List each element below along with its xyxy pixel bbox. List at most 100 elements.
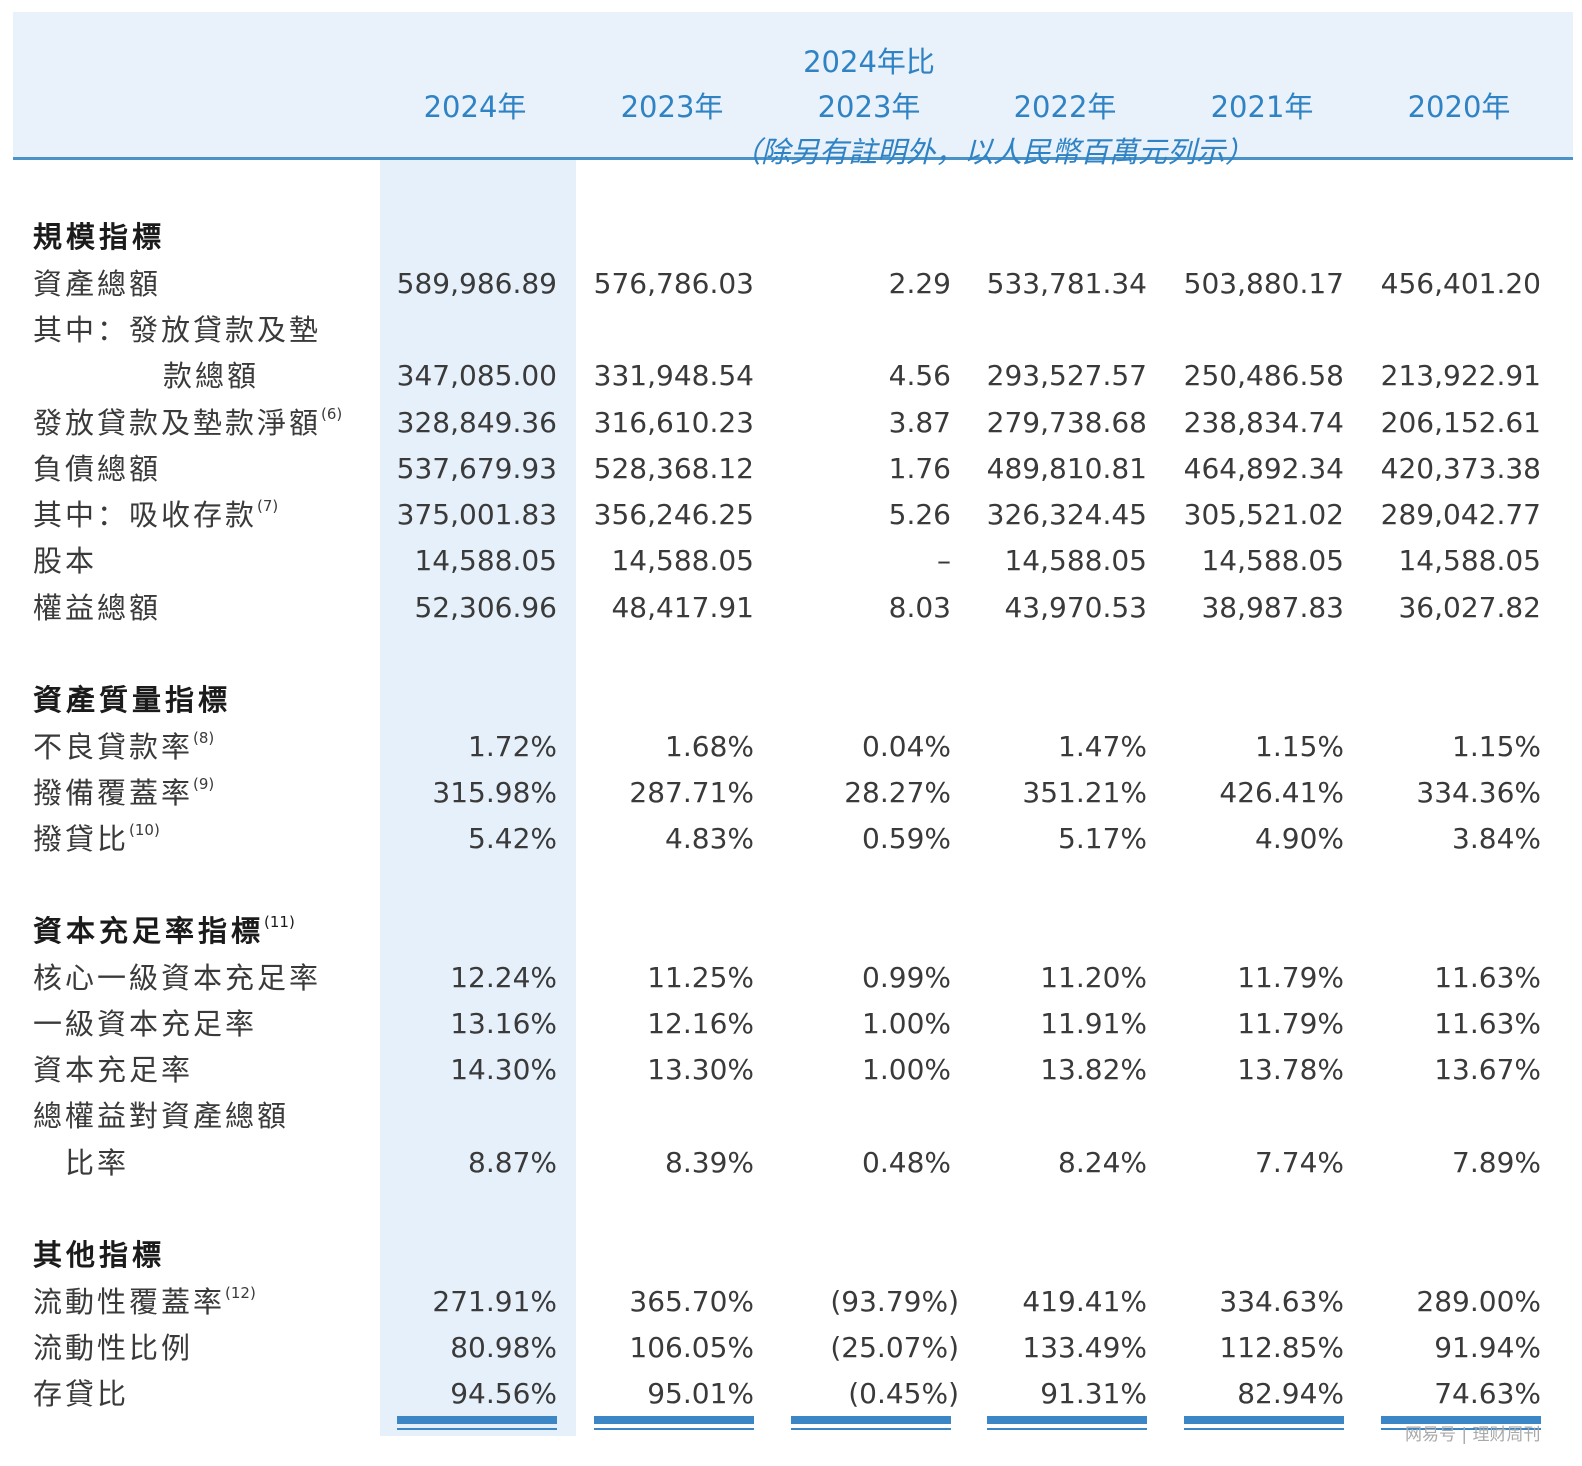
cell-2022: 11.20% [1040, 961, 1147, 994]
row-label-text: 不良貸款率 [33, 730, 194, 764]
cell-2021: 1.15% [1255, 730, 1344, 763]
row-label: 發放貸款及墊款淨額(6) [33, 400, 342, 446]
cell-2023: 356,246.25 [593, 498, 754, 531]
cell-2024: 5.42% [468, 822, 557, 855]
double-underline [397, 1416, 557, 1432]
table-row: 發放貸款及墊款淨額(6) 328,849.36 316,610.23 3.87 … [0, 400, 1582, 446]
cell-2022: 533,781.34 [986, 267, 1147, 300]
cell-2024: 589,986.89 [396, 267, 557, 300]
cell-2024: 315.98% [432, 776, 557, 809]
cell-2024: 94.56% [450, 1377, 557, 1410]
cell-2023: 4.83% [665, 822, 754, 855]
row-label: 資本充足率 [33, 1053, 194, 1087]
cell-2021: 4.90% [1255, 822, 1344, 855]
table-row: 撥備覆蓋率(9) 315.98% 287.71% 28.27% 351.21% … [0, 770, 1582, 816]
cell-2023: 12.16% [647, 1007, 754, 1040]
cell-change: 0.99% [862, 961, 951, 994]
cell-2022: 14,588.05 [1004, 544, 1147, 577]
row-label: 權益總額 [33, 591, 162, 625]
table-row: 負債總額 537,679.93 528,368.12 1.76 489,810.… [0, 446, 1582, 492]
row-label: 其中：發放貸款及墊 [33, 313, 322, 347]
cell-2024: 8.87% [468, 1146, 557, 1179]
cell-2023: 8.39% [665, 1146, 754, 1179]
cell-2021: 38,987.83 [1201, 591, 1344, 624]
row-label: 流動性覆蓋率(12) [33, 1279, 256, 1325]
row-label: 資產總額 [33, 267, 162, 301]
row-label-text: 撥備覆蓋率 [33, 776, 194, 810]
cell-2024: 14,588.05 [414, 544, 557, 577]
footnote-marker: (8) [193, 729, 215, 747]
cell-2022: 133.49% [1022, 1331, 1147, 1364]
cell-2022: 293,527.57 [986, 359, 1147, 392]
double-underline [1381, 1416, 1541, 1432]
cell-change: 2.29 [888, 267, 951, 300]
watermark: 网易号 | 理财周刊 [1405, 1425, 1541, 1445]
cell-2023: 576,786.03 [593, 267, 754, 300]
section-title-text: 資本充足率指標 [33, 914, 265, 948]
cell-2020: 74.63% [1434, 1377, 1541, 1410]
table-row: 不良貸款率(8) 1.72% 1.68% 0.04% 1.47% 1.15% 1… [0, 724, 1582, 770]
cell-change: – [937, 544, 951, 577]
cell-2022: 8.24% [1058, 1146, 1147, 1179]
double-underline [594, 1416, 754, 1432]
cell-2021: 11.79% [1237, 961, 1344, 994]
row-label: 其中：吸收存款(7) [33, 492, 278, 538]
table-row: 撥貸比(10) 5.42% 4.83% 0.59% 5.17% 4.90% 3.… [0, 816, 1582, 862]
cell-2022: 326,324.45 [986, 498, 1147, 531]
year-header-compare: 2023年 [817, 90, 921, 124]
table-row: 其中：吸收存款(7) 375,001.83 356,246.25 5.26 32… [0, 492, 1582, 538]
cell-2020: 11.63% [1434, 961, 1541, 994]
cell-2020: 91.94% [1434, 1331, 1541, 1364]
cell-2021: 112.85% [1219, 1331, 1344, 1364]
cell-2022: 13.82% [1040, 1053, 1147, 1086]
footnote-marker: (11) [264, 913, 295, 931]
cell-2020: 13.67% [1434, 1053, 1541, 1086]
cell-2022: 11.91% [1040, 1007, 1147, 1040]
section-heading-row: 規模指標 [0, 214, 1582, 260]
cell-2023: 316,610.23 [593, 406, 754, 439]
cell-change: 0.59% [862, 822, 951, 855]
row-label: 核心一級資本充足率 [33, 961, 322, 995]
row-label: 款總額 [163, 359, 260, 393]
cell-2024: 328,849.36 [396, 406, 557, 439]
row-label-text: 撥貸比 [33, 822, 130, 856]
footnote-marker: (12) [225, 1284, 256, 1302]
cell-2023: 528,368.12 [593, 452, 754, 485]
cell-2020: 456,401.20 [1380, 267, 1541, 300]
cell-2024: 537,679.93 [396, 452, 557, 485]
cell-2023: 331,948.54 [593, 359, 754, 392]
double-underline [1184, 1416, 1344, 1432]
cell-2023: 1.68% [665, 730, 754, 763]
section-heading-row: 資產質量指標 [0, 677, 1582, 723]
cell-2024: 347,085.00 [396, 359, 557, 392]
cell-change: 1.76 [888, 452, 951, 485]
row-label: 比率 [65, 1146, 130, 1180]
table-row-label-continuation: 總權益對資產總額 [0, 1093, 1582, 1139]
cell-2022: 91.31% [1040, 1377, 1147, 1410]
cell-2024: 13.16% [450, 1007, 557, 1040]
cell-2020: 289.00% [1416, 1285, 1541, 1318]
cell-2021: 305,521.02 [1183, 498, 1344, 531]
row-label: 撥備覆蓋率(9) [33, 770, 214, 816]
table-row: 流動性比例 80.98% 106.05% (25.07%) 133.49% 11… [0, 1325, 1582, 1371]
footnote-marker: (7) [257, 497, 279, 515]
cell-change: (0.45%) [848, 1377, 959, 1410]
cell-2021: 426.41% [1219, 776, 1344, 809]
table-row: 存貸比 94.56% 95.01% (0.45%) 91.31% 82.94% … [0, 1371, 1582, 1417]
table-row: 股本 14,588.05 14,588.05 – 14,588.05 14,58… [0, 538, 1582, 584]
cell-change: 3.87 [888, 406, 951, 439]
table-row: 資產總額 589,986.89 576,786.03 2.29 533,781.… [0, 261, 1582, 307]
cell-2022: 489,810.81 [986, 452, 1147, 485]
cell-change: 1.00% [862, 1007, 951, 1040]
cell-2022: 43,970.53 [1004, 591, 1147, 624]
cell-change: (93.79%) [830, 1285, 959, 1318]
table-header: 2024年比 2024年 2023年 2023年 2022年 2021年 202… [13, 12, 1573, 169]
table-row-label-continuation: 其中：發放貸款及墊 [0, 307, 1582, 353]
row-label-text: 其中：吸收存款 [33, 498, 258, 532]
cell-2020: 420,373.38 [1380, 452, 1541, 485]
cell-change: 8.03 [888, 591, 951, 624]
cell-2024: 52,306.96 [414, 591, 557, 624]
cell-2020: 289,042.77 [1380, 498, 1541, 531]
row-label: 負債總額 [33, 452, 162, 486]
table-row: 一級資本充足率 13.16% 12.16% 1.00% 11.91% 11.79… [0, 1001, 1582, 1047]
